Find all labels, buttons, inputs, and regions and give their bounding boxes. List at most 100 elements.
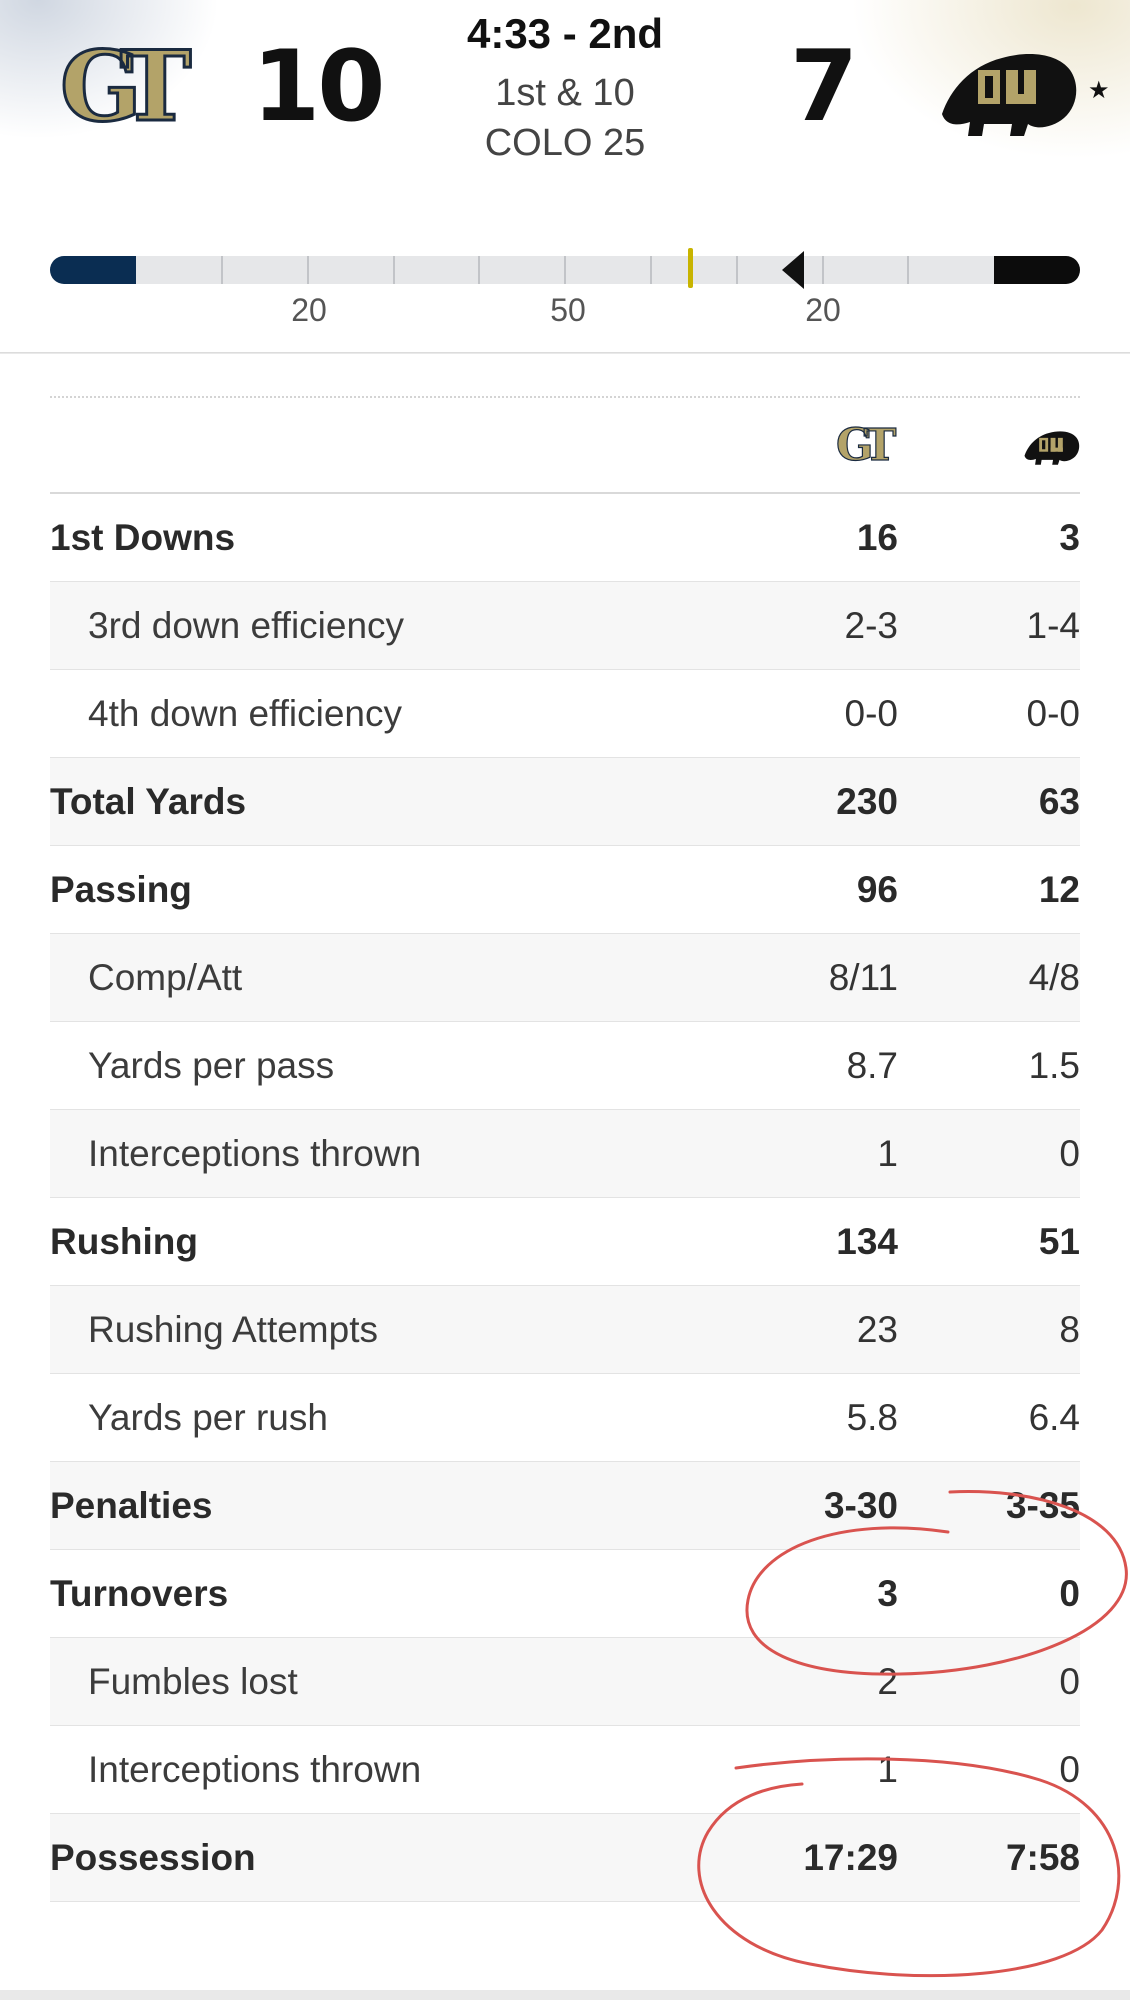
away-column-logo [1020, 424, 1082, 473]
game-clock: 4:33 - 2nd [466, 10, 664, 57]
away-stat-value: 1-4 [1026, 605, 1080, 646]
away-score: 7 [790, 30, 858, 144]
yard-line [736, 256, 738, 284]
stat-label: Passing [50, 869, 192, 910]
stat-label: 4th down efficiency [88, 693, 403, 734]
stat-label: Yards per rush [88, 1397, 328, 1438]
stat-row-rushing: Rushing 134 51 [50, 1198, 1080, 1286]
home-stat-value: 8.7 [846, 1045, 898, 1086]
yard-line [393, 256, 395, 284]
stat-row-yards-per-pass: Yards per pass 8.7 1.5 [50, 1022, 1080, 1110]
home-score: 10 [252, 30, 385, 144]
yard-line [221, 256, 223, 284]
yard-line [307, 256, 309, 284]
stat-label: 1st Downs [50, 517, 236, 558]
away-stat-value: 12 [1038, 869, 1080, 910]
away-stat-value: 7:58 [1005, 1837, 1080, 1878]
away-stat-value: 6.4 [1028, 1397, 1080, 1438]
stats-table: 1st Downs 16 3 3rd down efficiency 2-3 1… [50, 494, 1080, 1902]
away-endzone [994, 256, 1080, 284]
away-stat-value: 3 [1059, 517, 1080, 558]
stat-row-first-downs: 1st Downs 16 3 [50, 494, 1080, 582]
stat-row-interceptions-passing: Interceptions thrown 1 0 [50, 1110, 1080, 1198]
away-stat-value: 4/8 [1028, 957, 1080, 998]
ball-position-marker-icon [782, 251, 804, 289]
stat-label: Rushing [50, 1221, 198, 1262]
dotted-divider [50, 396, 1080, 398]
stat-row-penalties: Penalties 3-30 3-35 [50, 1462, 1080, 1550]
yard-label-50: 50 [550, 292, 586, 328]
first-down-line-marker [688, 248, 693, 288]
home-stat-value: 134 [836, 1221, 898, 1262]
home-stat-value: 8/11 [828, 957, 898, 998]
stat-label: Yards per pass [88, 1045, 335, 1086]
home-stat-value: 23 [856, 1309, 898, 1350]
home-stat-value: 0-0 [844, 693, 898, 734]
stat-row-rushing-attempts: Rushing Attempts 23 8 [50, 1286, 1080, 1374]
stat-label: Interceptions thrown [88, 1133, 422, 1174]
away-stat-value: 51 [1038, 1221, 1080, 1262]
away-team-logo[interactable] [932, 36, 1082, 149]
home-stat-value: 17:29 [803, 1837, 898, 1878]
stat-row-turnovers: Turnovers 3 0 [50, 1550, 1080, 1638]
yard-line [650, 256, 652, 284]
home-stat-value: 3 [877, 1573, 898, 1614]
stat-row-fourth-down: 4th down efficiency 0-0 0-0 [50, 670, 1080, 758]
stat-row-total-yards: Total Yards 230 63 [50, 758, 1080, 846]
field-track [50, 256, 1080, 284]
stat-label: Penalties [50, 1485, 213, 1526]
yard-line [907, 256, 909, 284]
scoreboard-header: GT 10 4:33 - 2nd 1st & 10 COLO 25 7 ★ [0, 0, 1130, 353]
away-stat-value: 63 [1038, 781, 1080, 822]
yard-line [478, 256, 480, 284]
stat-label: Rushing Attempts [88, 1309, 378, 1350]
stat-label: Comp/Att [88, 957, 243, 998]
svg-text:GT: GT [836, 422, 897, 468]
yard-line [822, 256, 824, 284]
away-stat-value: 0 [1059, 1133, 1080, 1174]
home-stat-value: 5.8 [846, 1397, 898, 1438]
yard-label-20-left: 20 [291, 292, 327, 328]
stat-row-passing: Passing 96 12 [50, 846, 1080, 934]
home-stat-value: 1 [877, 1133, 898, 1174]
yard-label-20-right: 20 [805, 292, 841, 328]
stat-label: 3rd down efficiency [88, 605, 405, 646]
stat-row-third-down: 3rd down efficiency 2-3 1-4 [50, 582, 1080, 670]
home-stat-value: 2 [877, 1661, 898, 1702]
home-stat-value: 2-3 [844, 605, 898, 646]
away-stat-value: 1.5 [1028, 1045, 1080, 1086]
away-stat-value: 3-35 [1005, 1485, 1080, 1526]
stat-row-fumbles-lost: Fumbles lost 2 0 [50, 1638, 1080, 1726]
stat-row-possession: Possession 17:29 7:58 [50, 1814, 1080, 1902]
possession-star-icon: ★ [1088, 77, 1110, 104]
svg-text:GT: GT [60, 40, 191, 140]
ball-on: COLO 25 [484, 122, 646, 164]
stat-row-comp-att: Comp/Att 8/11 4/8 [50, 934, 1080, 1022]
stat-label: Possession [50, 1837, 256, 1878]
field-position-bar [50, 248, 1080, 289]
home-stat-value: 230 [836, 781, 898, 822]
yard-line [564, 256, 566, 284]
stat-label: Turnovers [50, 1573, 229, 1614]
team-stats-panel: GT 1st Downs 16 3 3rd down efficiency 2-… [0, 354, 1130, 1990]
stat-row-yards-per-rush: Yards per rush 5.8 6.4 [50, 1374, 1080, 1462]
home-stat-value: 1 [877, 1749, 898, 1790]
stat-label: Interceptions thrown [88, 1749, 422, 1790]
home-column-logo: GT [835, 419, 907, 473]
home-stat-value: 16 [856, 517, 898, 558]
stat-label: Total Yards [50, 781, 247, 822]
away-stat-value: 0 [1059, 1749, 1080, 1790]
stat-row-interceptions-turnovers: Interceptions thrown 1 0 [50, 1726, 1080, 1814]
stat-label: Fumbles lost [88, 1661, 298, 1702]
header-glow-left [0, 0, 220, 140]
home-stat-value: 96 [856, 869, 898, 910]
down-distance: 1st & 10 [495, 72, 635, 114]
away-stat-value: 0 [1059, 1573, 1080, 1614]
home-team-logo[interactable]: GT [58, 29, 215, 145]
home-stat-value: 3-30 [823, 1485, 898, 1526]
stats-column-header: GT [50, 414, 1080, 494]
away-stat-value: 8 [1059, 1309, 1080, 1350]
away-stat-value: 0-0 [1026, 693, 1080, 734]
away-stat-value: 0 [1059, 1661, 1080, 1702]
home-endzone [50, 256, 136, 284]
